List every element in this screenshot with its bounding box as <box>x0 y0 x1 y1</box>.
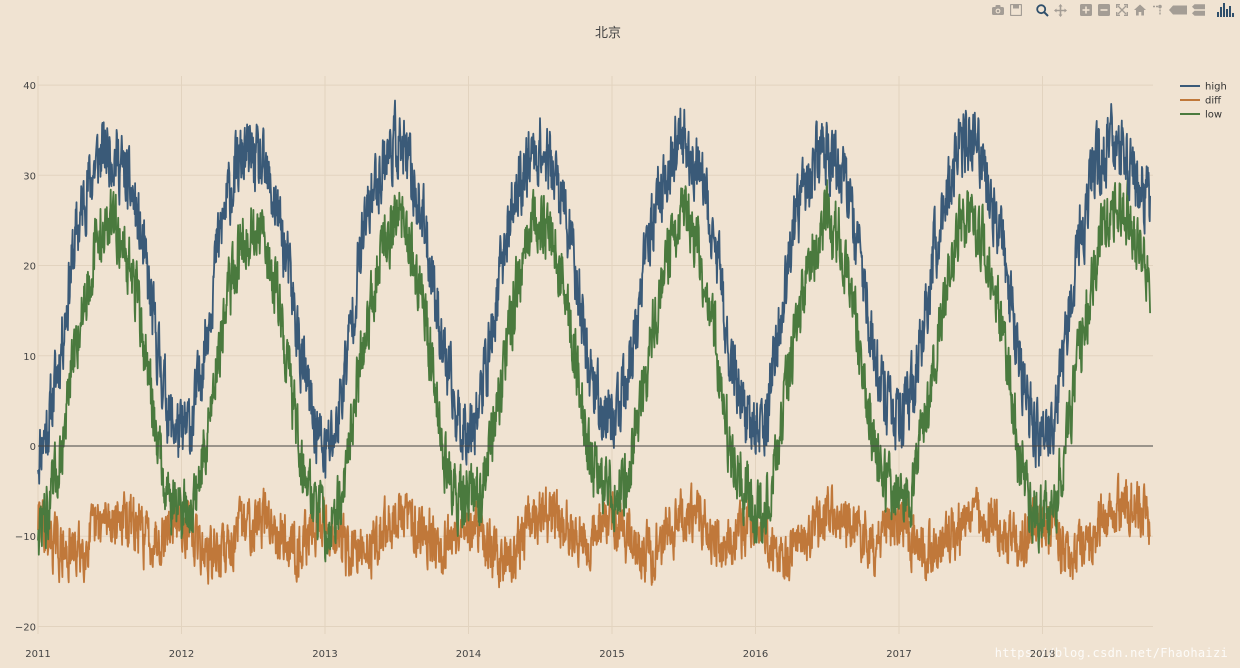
spike-lines-icon[interactable] <box>1151 3 1165 17</box>
zoom-in-icon[interactable] <box>1079 3 1093 17</box>
save-icon[interactable] <box>1009 3 1023 17</box>
series-line-low[interactable] <box>37 176 1151 563</box>
series-layer[interactable] <box>37 99 1151 589</box>
series-line-diff[interactable] <box>37 472 1151 589</box>
x-tick-label: 2013 <box>312 649 337 660</box>
chart-title: 北京 <box>595 26 621 41</box>
y-tick-label: 20 <box>23 262 36 273</box>
y-tick-label: 10 <box>23 352 36 363</box>
legend-label: low <box>1205 110 1222 121</box>
hover-compare-icon[interactable] <box>1191 3 1205 17</box>
x-tick-label: 2011 <box>25 649 50 660</box>
legend-label: high <box>1205 82 1227 93</box>
y-tick-label: 40 <box>23 81 36 92</box>
legend-item-high[interactable]: high <box>1180 82 1227 93</box>
x-tick-label: 2018 <box>1030 649 1055 660</box>
axis-layer: 2011 2012 2013 2014 2015 2016 2017 2018 −20 −10 0 1… <box>15 81 1153 660</box>
y-tick-label: 0 <box>30 442 36 453</box>
x-tick-label: 2012 <box>169 649 194 660</box>
x-tick-label: 2017 <box>886 649 911 660</box>
x-tick-label: 2014 <box>456 649 481 660</box>
home-icon[interactable] <box>1133 3 1147 17</box>
x-tick-label: 2016 <box>743 649 768 660</box>
hover-closest-icon[interactable] <box>1169 3 1187 17</box>
x-tick-label: 2015 <box>599 649 624 660</box>
zoom-icon[interactable] <box>1035 3 1049 17</box>
y-tick-label: −10 <box>15 532 36 543</box>
autoscale-icon[interactable] <box>1115 3 1129 17</box>
plotly-logo-icon[interactable] <box>1217 3 1234 17</box>
legend-item-diff[interactable]: diff <box>1180 96 1222 107</box>
y-tick-label: 30 <box>23 171 36 182</box>
y-tick-label: −20 <box>15 622 36 633</box>
modebar <box>991 2 1234 18</box>
legend-item-low[interactable]: low <box>1180 110 1222 121</box>
watermark: https://blog.csdn.net/Fhaohaizi <box>994 646 1228 660</box>
pan-icon[interactable] <box>1053 3 1067 17</box>
series-line-high[interactable] <box>37 99 1151 485</box>
legend-label: diff <box>1205 96 1222 107</box>
legend[interactable]: high diff low <box>1180 82 1227 121</box>
camera-icon[interactable] <box>991 3 1005 17</box>
zoom-out-icon[interactable] <box>1097 3 1111 17</box>
